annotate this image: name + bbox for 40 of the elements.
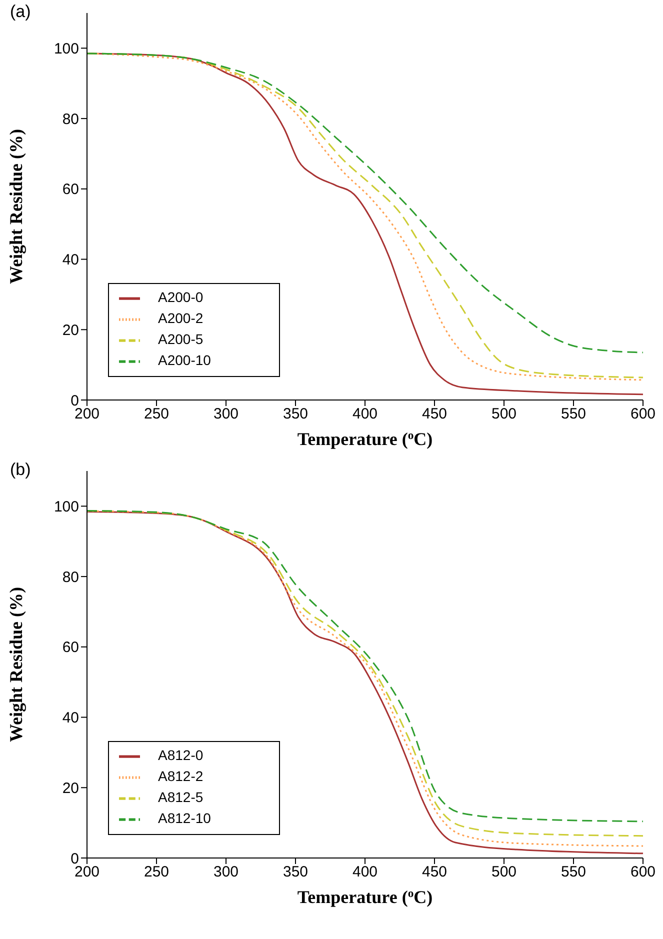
x-tick-label: 450 (422, 864, 448, 881)
chart-title: (a) (10, 2, 31, 22)
legend-label: A200-2 (158, 310, 204, 326)
x-tick-label: 600 (630, 406, 656, 423)
x-tick-label: 300 (213, 406, 239, 423)
x-tick-label: 500 (491, 406, 517, 423)
x-tick-label: 450 (422, 406, 448, 423)
y-tick-label: 20 (62, 780, 79, 797)
legend-label: A200-10 (158, 352, 211, 368)
y-tick-label: 80 (62, 568, 79, 586)
x-tick-label: 250 (144, 864, 170, 881)
legend-label: A812-0 (158, 747, 204, 764)
y-tick-label: 60 (62, 639, 79, 656)
y-tick-label: 100 (54, 498, 79, 516)
legend-label: A812-5 (158, 789, 204, 806)
x-axis-title: Temperature ($^{o}$C) (297, 428, 433, 449)
y-tick-label: 40 (62, 252, 79, 269)
x-tick-label: 350 (282, 864, 308, 881)
y-tick-label: 80 (62, 110, 79, 128)
legend-label: A812-2 (158, 768, 204, 784)
x-tick-label: 350 (282, 406, 308, 423)
y-tick-label: 20 (62, 322, 79, 339)
x-tick-label: 600 (630, 864, 656, 881)
x-tick-label: 400 (352, 406, 378, 423)
legend-label: A812-10 (158, 810, 211, 826)
x-tick-label: 300 (213, 864, 239, 881)
x-tick-label: 550 (560, 864, 586, 881)
y-axis-title: Weight Residue (%) (6, 129, 26, 284)
legend-label: A200-5 (158, 331, 204, 348)
chart-title: (b) (10, 460, 31, 480)
x-tick-label: 400 (352, 864, 378, 881)
x-axis-title: Temperature ($^{o}$C) (297, 886, 433, 907)
x-tick-label: 500 (491, 864, 517, 881)
y-tick-label: 60 (62, 181, 79, 198)
x-tick-label: 250 (144, 406, 170, 423)
legend-label: A200-0 (158, 289, 204, 306)
y-tick-label: 40 (62, 710, 79, 727)
x-tick-label: 550 (560, 406, 586, 423)
y-tick-label: 100 (54, 40, 79, 58)
y-axis-title: Weight Residue (%) (6, 587, 26, 742)
